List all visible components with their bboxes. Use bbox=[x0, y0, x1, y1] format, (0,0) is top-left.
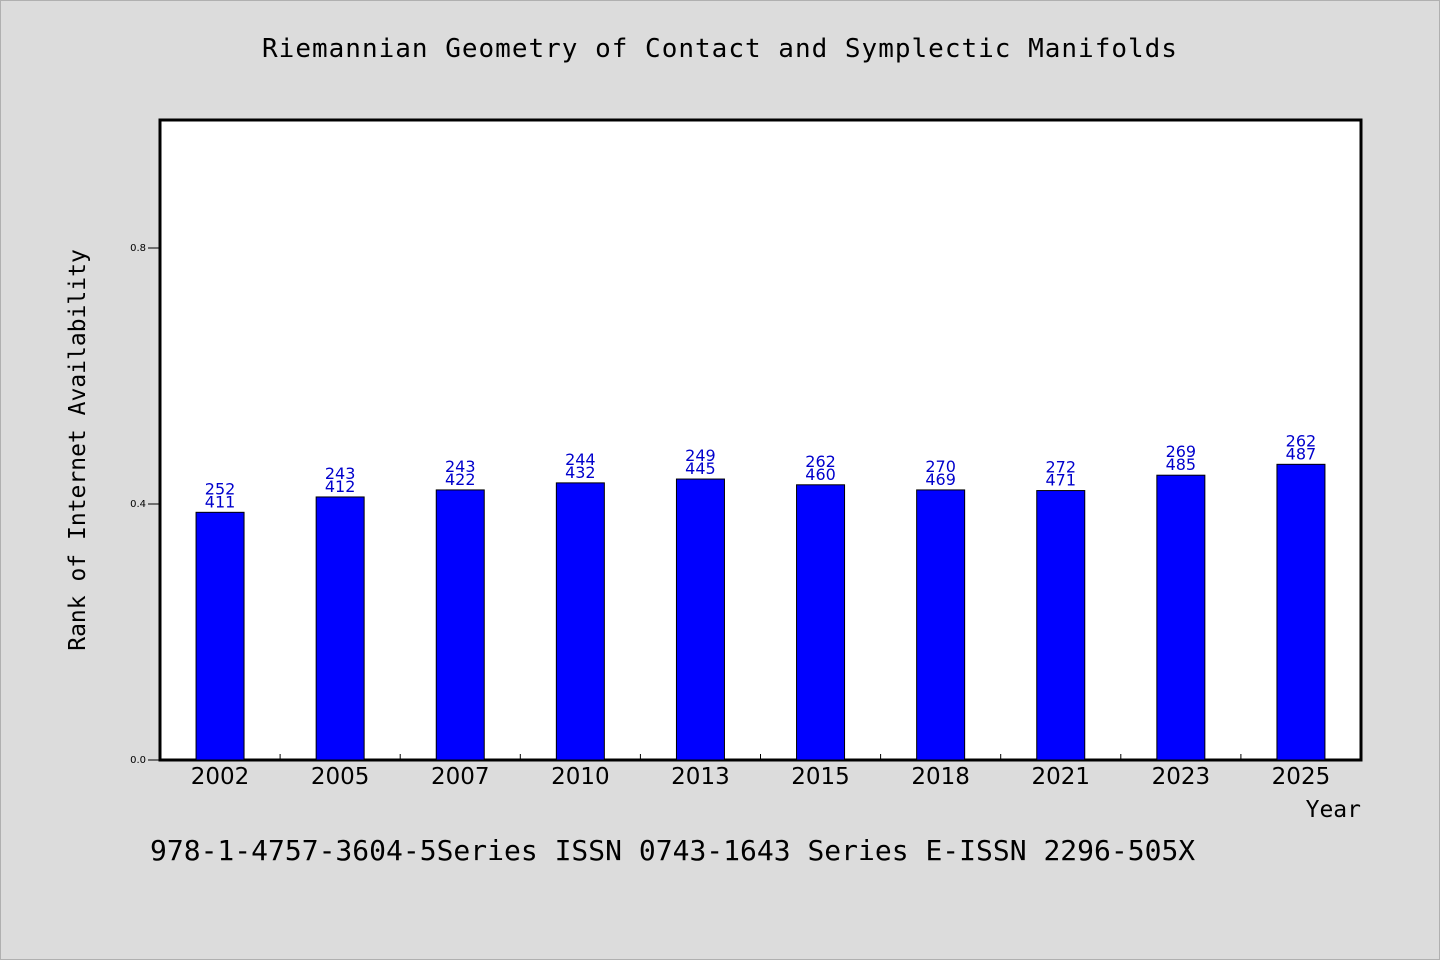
x-tick-label: 2010 bbox=[551, 764, 610, 790]
footer-isbn-issn: 978-1-4757-3604-5Series ISSN 0743-1643 S… bbox=[150, 834, 1196, 867]
bar bbox=[1276, 463, 1326, 761]
chart-title: Riemannian Geometry of Contact and Sympl… bbox=[262, 34, 1178, 64]
data-label-top: 270 bbox=[925, 457, 956, 476]
x-tick-label: 2005 bbox=[311, 764, 370, 790]
bar bbox=[796, 484, 846, 761]
x-tick-label: 2021 bbox=[1031, 764, 1090, 790]
data-label-bottom: 445 bbox=[685, 459, 716, 478]
data-label-top: 243 bbox=[445, 457, 476, 476]
y-tick-label: 0.4 bbox=[130, 499, 146, 510]
data-label-bottom: 422 bbox=[445, 470, 476, 489]
data-label-top: 244 bbox=[565, 450, 596, 469]
data-label-bottom: 411 bbox=[205, 492, 236, 511]
data-label-top: 243 bbox=[325, 464, 356, 483]
bar bbox=[315, 496, 365, 761]
data-label-bottom: 460 bbox=[805, 465, 836, 484]
x-tick-label: 2007 bbox=[431, 764, 490, 790]
data-label-top: 269 bbox=[1166, 442, 1197, 461]
data-label-top: 272 bbox=[1045, 458, 1076, 477]
data-label-top: 262 bbox=[805, 452, 836, 471]
y-axis-label: Rank of Internet Availability bbox=[65, 249, 91, 651]
bar bbox=[1156, 474, 1206, 761]
bar bbox=[435, 489, 485, 761]
x-tick-label: 2015 bbox=[791, 764, 850, 790]
x-tick-label: 2013 bbox=[671, 764, 730, 790]
data-label-bottom: 469 bbox=[925, 470, 956, 489]
bar bbox=[916, 489, 966, 761]
data-label-bottom: 471 bbox=[1045, 471, 1076, 490]
data-label-bottom: 432 bbox=[565, 463, 596, 482]
y-tick-label: 0.8 bbox=[130, 243, 146, 254]
x-tick-label: 2018 bbox=[911, 764, 970, 790]
x-tick-label: 2025 bbox=[1272, 764, 1331, 790]
y-tick-label: 0.0 bbox=[130, 755, 146, 766]
data-label-top: 262 bbox=[1286, 431, 1317, 450]
bar bbox=[555, 482, 605, 761]
x-tick-label: 2002 bbox=[191, 764, 250, 790]
x-tick-label: 2023 bbox=[1152, 764, 1211, 790]
data-label-bottom: 487 bbox=[1286, 444, 1317, 463]
x-axis-label: Year bbox=[1306, 797, 1361, 823]
data-label-top: 249 bbox=[685, 446, 716, 465]
bar bbox=[1036, 490, 1086, 761]
data-label-bottom: 485 bbox=[1166, 455, 1197, 474]
bar bbox=[675, 478, 725, 761]
data-label-top: 252 bbox=[205, 479, 236, 498]
bar bbox=[195, 511, 245, 761]
data-label-bottom: 412 bbox=[325, 477, 356, 496]
